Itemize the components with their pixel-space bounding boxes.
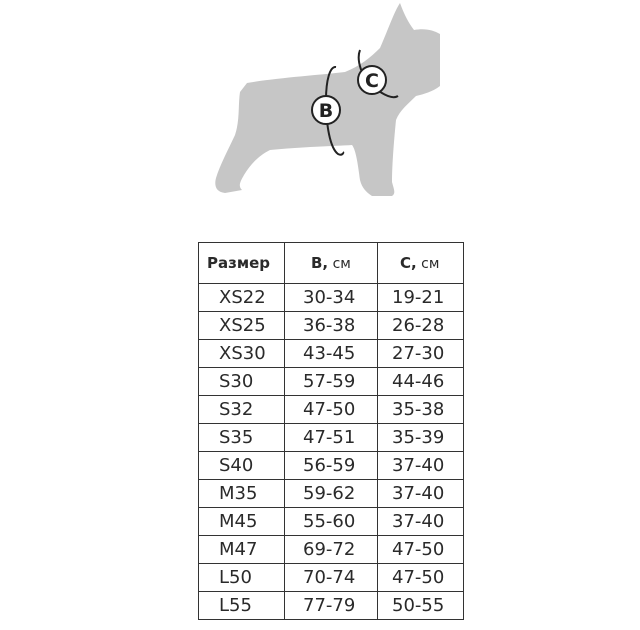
cell-size: XS30 — [198, 339, 285, 368]
header-label: B, — [311, 254, 329, 272]
cell-size: M35 — [198, 479, 285, 508]
cell-c: 37-40 — [377, 507, 464, 536]
cell-b: 77-79 — [284, 591, 378, 620]
table-row: M45 55-60 37-40 — [198, 507, 464, 536]
cell-size: XS25 — [198, 311, 285, 340]
table-header-row: Размер B, см C, см — [198, 242, 464, 284]
table-row: XS30 43-45 27-30 — [198, 339, 464, 368]
cell-c: 37-40 — [377, 451, 464, 480]
header-unit: см — [416, 256, 440, 272]
cell-size: L50 — [198, 563, 285, 592]
table-row: L50 70-74 47-50 — [198, 563, 464, 592]
cell-b: 36-38 — [284, 311, 378, 340]
cell-b: 43-45 — [284, 339, 378, 368]
table-row: M47 69-72 47-50 — [198, 535, 464, 564]
header-b: B, см — [284, 242, 378, 284]
header-label: Размер — [207, 254, 271, 272]
cell-b: 47-50 — [284, 395, 378, 424]
cell-size: S40 — [198, 451, 285, 480]
table-row: XS22 30-34 19-21 — [198, 283, 464, 312]
table-row: S35 47-51 35-39 — [198, 423, 464, 452]
header-label: C, — [400, 254, 417, 272]
table-row: S30 57-59 44-46 — [198, 367, 464, 396]
cell-b: 70-74 — [284, 563, 378, 592]
size-table: Размер B, см C, см XS22 30-34 19-21 XS25 36-38… — [198, 242, 464, 620]
table-row: M35 59-62 37-40 — [198, 479, 464, 508]
header-unit: см — [328, 256, 351, 272]
cell-c: 35-38 — [377, 395, 464, 424]
header-size: Размер — [198, 242, 285, 284]
cell-size: S35 — [198, 423, 285, 452]
cell-c: 19-21 — [377, 283, 464, 312]
cell-b: 55-60 — [284, 507, 378, 536]
cell-c: 27-30 — [377, 339, 464, 368]
cell-b: 30-34 — [284, 283, 378, 312]
cell-b: 57-59 — [284, 367, 378, 396]
cell-b: 69-72 — [284, 535, 378, 564]
cell-c: 44-46 — [377, 367, 464, 396]
table-row: XS25 36-38 26-28 — [198, 311, 464, 340]
cell-b: 56-59 — [284, 451, 378, 480]
cell-size: M47 — [198, 535, 285, 564]
cell-b: 59-62 — [284, 479, 378, 508]
cell-c: 47-50 — [377, 535, 464, 564]
measure-b-badge: B — [311, 95, 341, 125]
cell-c: 35-39 — [377, 423, 464, 452]
cell-size: S32 — [198, 395, 285, 424]
dog-measurement-illustration: B C — [215, 3, 440, 196]
cell-c: 47-50 — [377, 563, 464, 592]
table-row: S32 47-50 35-38 — [198, 395, 464, 424]
cell-c: 37-40 — [377, 479, 464, 508]
cell-c: 26-28 — [377, 311, 464, 340]
cell-size: XS22 — [198, 283, 285, 312]
label-c: C — [365, 70, 379, 92]
table-row: L55 77-79 50-55 — [198, 591, 464, 620]
chest-measure-arc — [324, 66, 345, 156]
cell-size: L55 — [198, 591, 285, 620]
table-row: S40 56-59 37-40 — [198, 451, 464, 480]
header-c: C, см — [377, 242, 464, 284]
cell-size: M45 — [198, 507, 285, 536]
cell-size: S30 — [198, 367, 285, 396]
label-b: B — [319, 100, 333, 122]
cell-b: 47-51 — [284, 423, 378, 452]
cell-c: 50-55 — [377, 591, 464, 620]
measure-c-badge: C — [357, 65, 387, 95]
